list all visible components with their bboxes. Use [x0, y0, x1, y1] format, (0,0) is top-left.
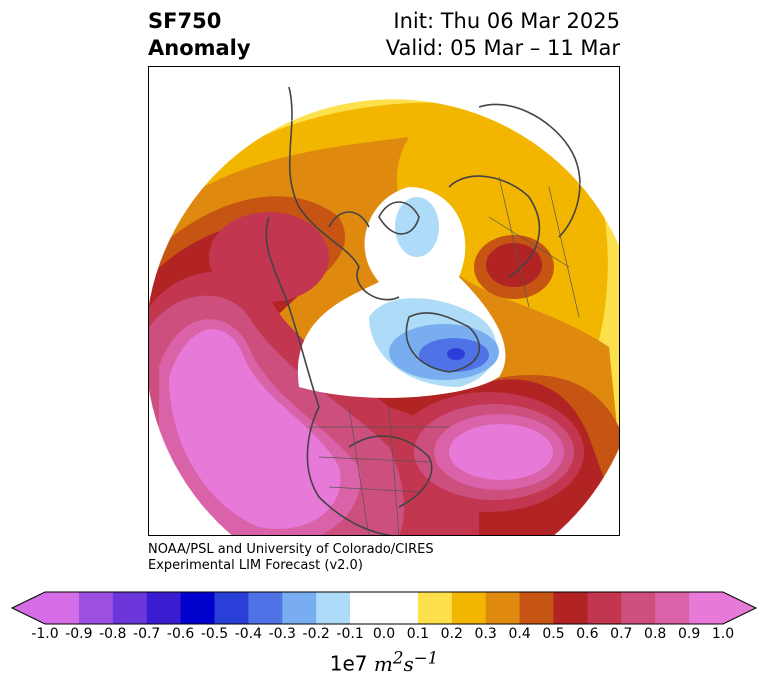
field-red-siberia — [486, 243, 542, 287]
plot-title: SF750 Anomaly — [148, 8, 251, 62]
map-edge — [149, 98, 619, 535]
valid-range: Valid: 05 Mar – 11 Mar — [385, 36, 620, 60]
init-date: Init: Thu 06 Mar 2025 — [393, 9, 620, 33]
units-base: 1e7 — [329, 651, 368, 676]
colorbar-tick-label: -1.0 — [31, 626, 59, 642]
colorbar-outline — [10, 591, 758, 625]
colorbar-tick-label: -0.4 — [234, 626, 263, 642]
colorbar-tick-label: 0.2 — [440, 626, 463, 642]
colorbar-bin — [180, 592, 215, 624]
anomaly-field — [149, 99, 619, 535]
colorbar-tick-label: 0.6 — [576, 626, 599, 642]
colorbar-bin — [248, 592, 283, 624]
colorbar-tick-label: 0.5 — [542, 626, 565, 642]
polar-map — [148, 66, 620, 536]
colorbar-tick-label: -0.2 — [302, 626, 330, 642]
anomaly-title: Anomaly — [148, 36, 251, 60]
colorbar-bin — [214, 592, 249, 624]
units-expression: m2s−1 — [373, 648, 439, 676]
colorbar-bin — [350, 592, 385, 624]
colorbar-bin — [417, 592, 453, 624]
colorbar-bin — [553, 592, 588, 624]
colorbar-bin — [519, 592, 554, 624]
colorbar-bin — [112, 592, 148, 624]
colorbar-tick-label: 0.0 — [372, 626, 396, 642]
colorbar-units: 1e7 m2s−1 — [0, 648, 768, 676]
colorbar-bin — [655, 592, 690, 624]
colorbar-tick-label: 1.0 — [711, 626, 735, 642]
colorbar-bin — [621, 592, 656, 624]
colorbar — [10, 591, 758, 625]
colorbar-bin — [689, 592, 724, 624]
colorbar-bin — [78, 592, 114, 624]
colorbar-extend-min — [12, 592, 45, 624]
colorbar-extend-max — [723, 592, 756, 624]
variable-title: SF750 — [148, 9, 222, 33]
colorbar-bin — [316, 592, 351, 624]
colorbar-tick-label: 0.4 — [508, 626, 531, 642]
credit-line-2: Experimental LIM Forecast (v2.0) — [148, 558, 363, 573]
colorbar-tick-label: -0.5 — [200, 626, 229, 642]
colorbar-tick-label: -0.9 — [65, 626, 93, 642]
field-navy-canada — [447, 348, 465, 360]
colorbar-tick-label: 0.7 — [610, 626, 633, 642]
colorbar-bin — [451, 592, 487, 624]
field-lightblue-pole — [395, 197, 439, 257]
colorbar-tick-label: 0.9 — [677, 626, 701, 642]
colorbar-tick-label: 0.8 — [644, 626, 667, 642]
colorbar-bin — [587, 592, 622, 624]
colorbar-bin — [384, 592, 419, 624]
colorbar-tick-label: -0.6 — [166, 626, 195, 642]
field-violet-pacific — [169, 329, 341, 529]
credit-line-1: NOAA/PSL and University of Colorado/CIRE… — [148, 542, 434, 557]
colorbar-tick-label: -0.7 — [133, 626, 161, 642]
forecast-dates: Init: Thu 06 Mar 2025 Valid: 05 Mar – 11… — [386, 8, 620, 62]
credit-text: NOAA/PSL and University of Colorado/CIRE… — [148, 542, 434, 574]
borders — [309, 176, 580, 535]
colorbar-bin — [45, 592, 80, 624]
colorbar-bin — [485, 592, 521, 624]
colorbar-tick-label: 0.1 — [406, 626, 430, 642]
colorbar-bin — [146, 592, 182, 624]
colorbar-tick-label: -0.1 — [336, 626, 364, 642]
field-violet-atlantic — [449, 424, 553, 480]
coastlines — [265, 86, 581, 535]
colorbar-tick-label: -0.3 — [268, 626, 296, 642]
colorbar-ticks: -1.0 -0.9 -0.8 -0.7 -0.6 -0.5 -0.4 -0.3 -0.2 -0.1… — [0, 626, 768, 644]
map-canvas — [149, 86, 619, 535]
colorbar-bin — [282, 592, 317, 624]
colorbar-tick-label: 0.3 — [474, 626, 497, 642]
colorbar-tick-label: -0.8 — [99, 626, 127, 642]
